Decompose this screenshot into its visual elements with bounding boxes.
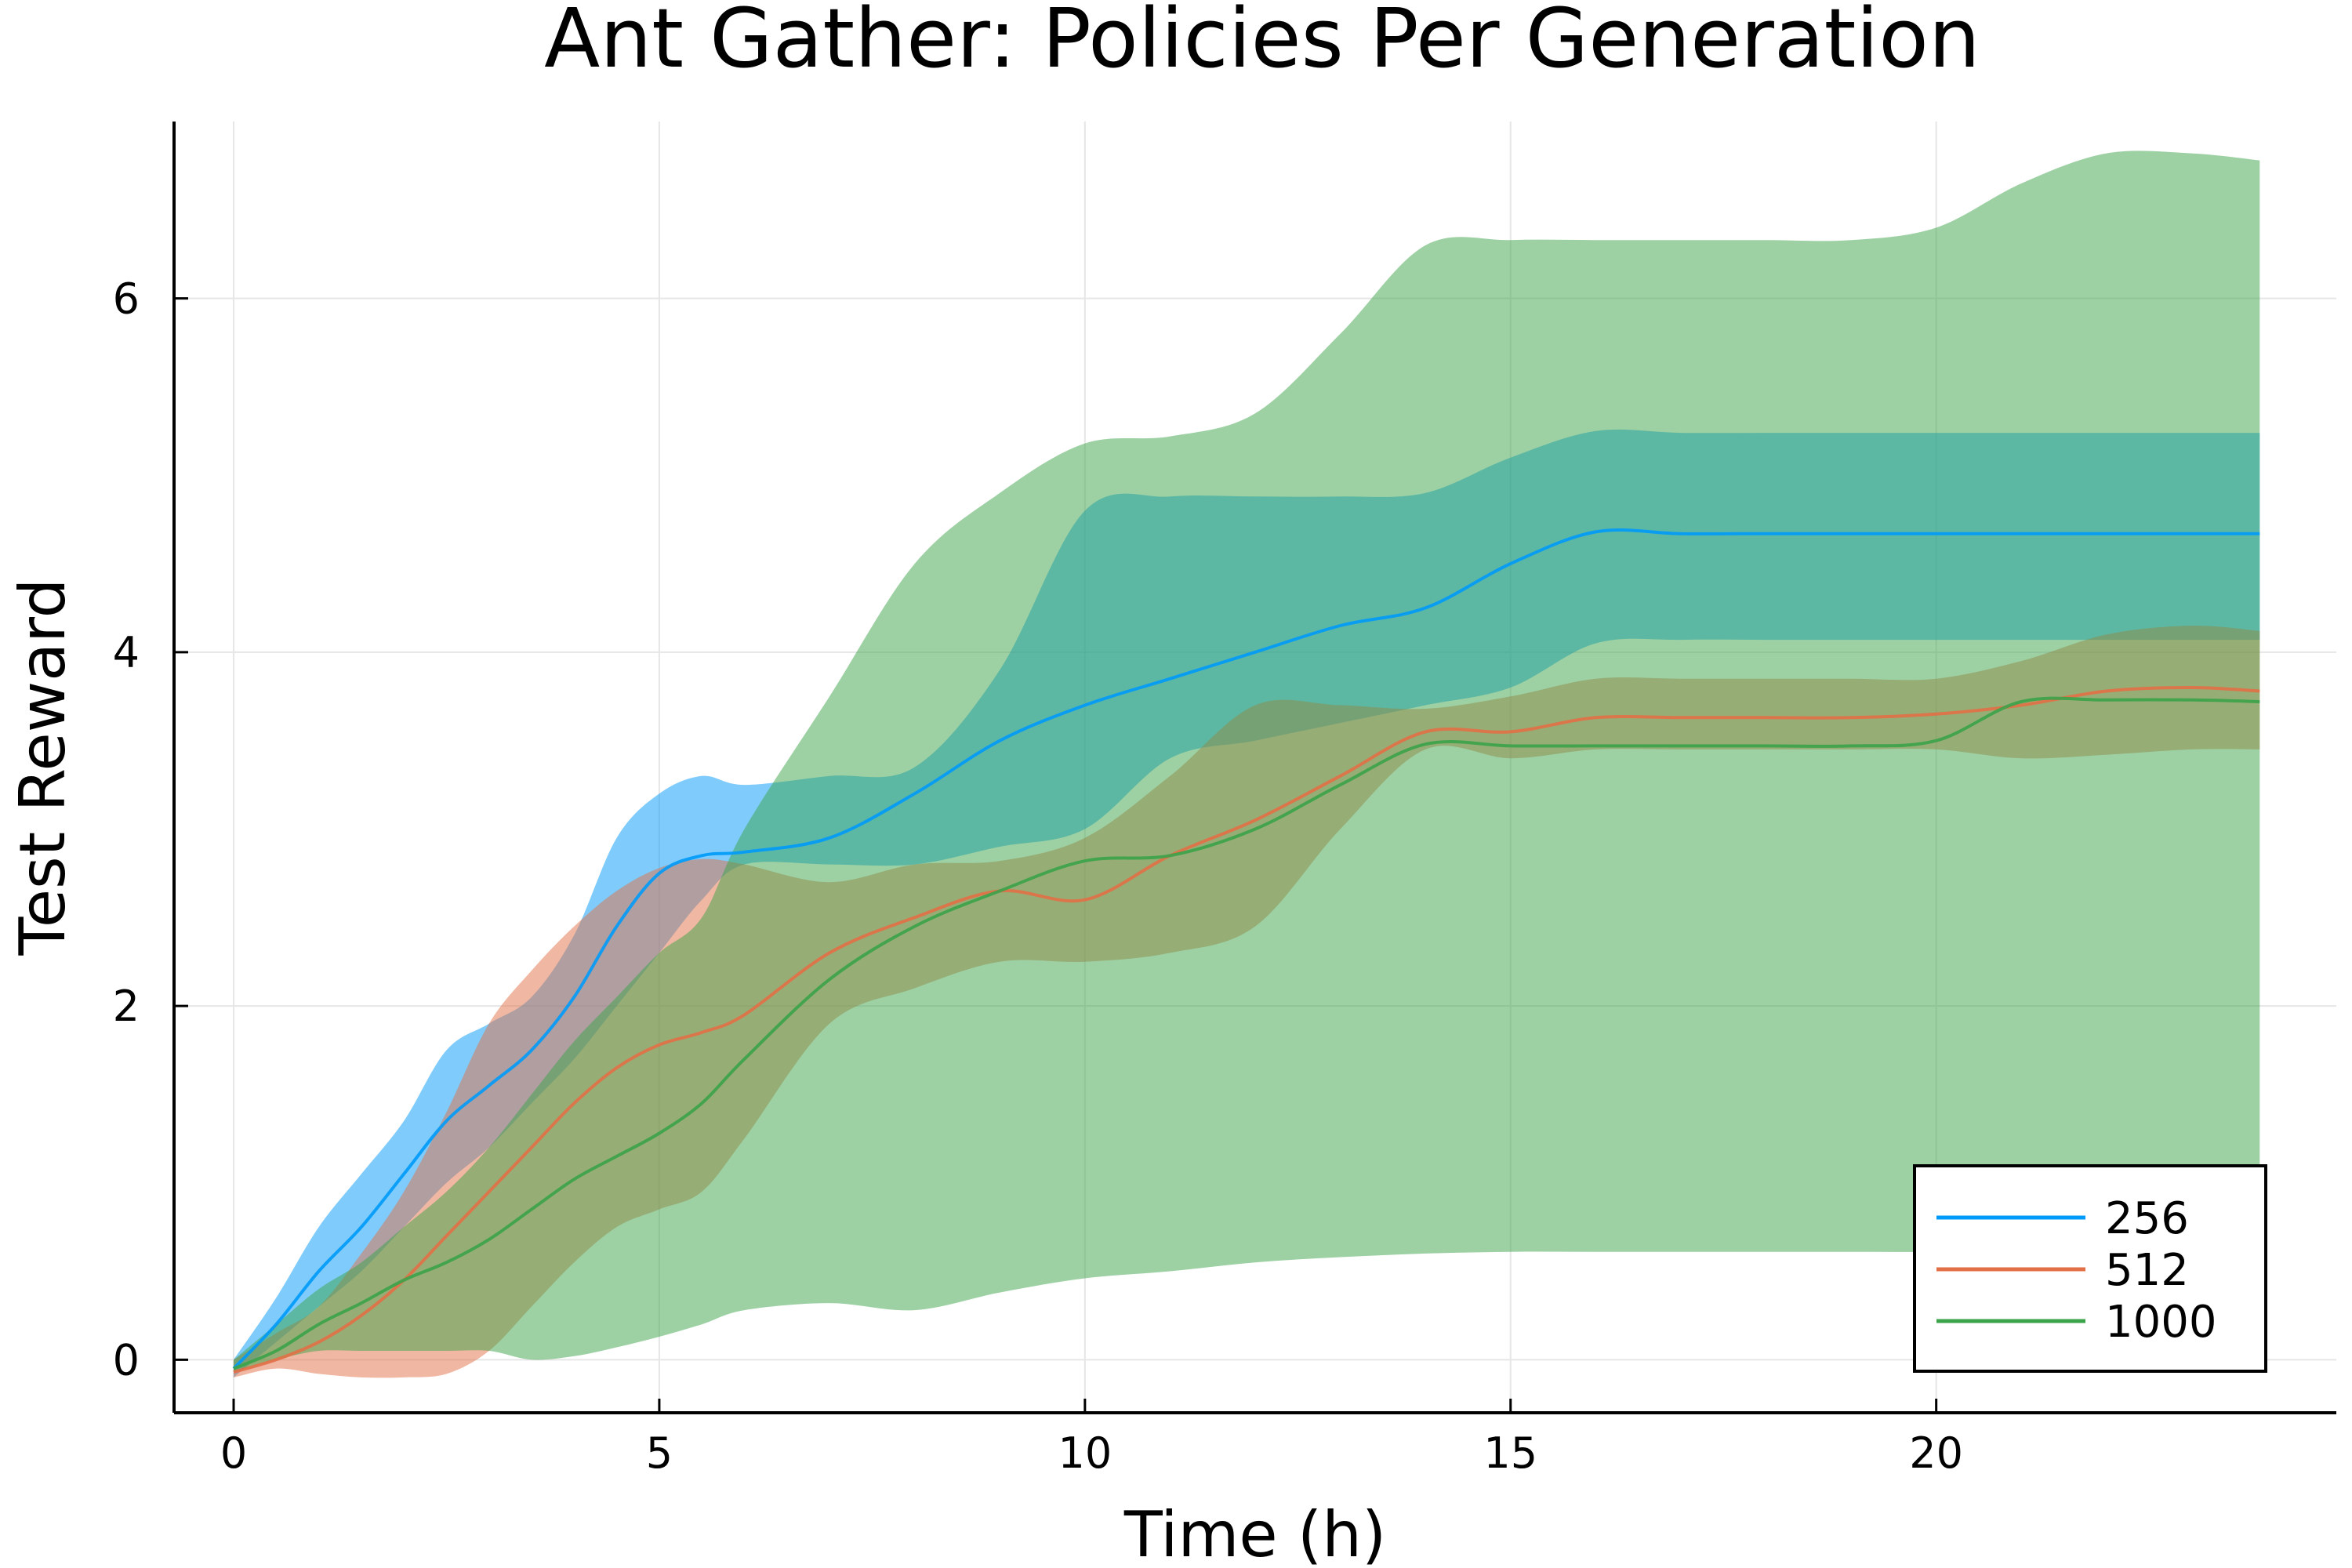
x-axis-label: Time (h): [1123, 1498, 1386, 1568]
confidence-bands: [234, 151, 2260, 1378]
chart-title: Ant Gather: Policies Per Generation: [544, 0, 1980, 86]
x-tick-label: 10: [1058, 1428, 1112, 1478]
legend-label-256: 256: [2105, 1193, 2189, 1244]
legend-label-512: 512: [2105, 1245, 2189, 1296]
series-lines: [232, 528, 2260, 1374]
ticks: 0 5 10 15 20 0 2 4 6: [113, 274, 1963, 1478]
y-tick-label: 6: [113, 274, 140, 324]
y-tick-label: 2: [113, 982, 140, 1031]
legend-label-1000: 1000: [2105, 1297, 2217, 1348]
x-tick-label: 5: [646, 1428, 673, 1478]
axes: [172, 122, 2336, 1414]
y-tick-label: 0: [113, 1335, 140, 1385]
x-tick-label: 0: [220, 1428, 247, 1478]
y-axis-label: Test Reward: [6, 579, 79, 956]
series-line-512: [233, 685, 2260, 1374]
y-tick-label: 4: [113, 628, 140, 677]
series-line-1000: [233, 696, 2260, 1370]
series-line-256: [232, 528, 2260, 1370]
x-tick-label: 20: [1909, 1428, 1963, 1478]
band-1000: [234, 151, 2260, 1373]
x-tick-label: 15: [1483, 1428, 1537, 1478]
